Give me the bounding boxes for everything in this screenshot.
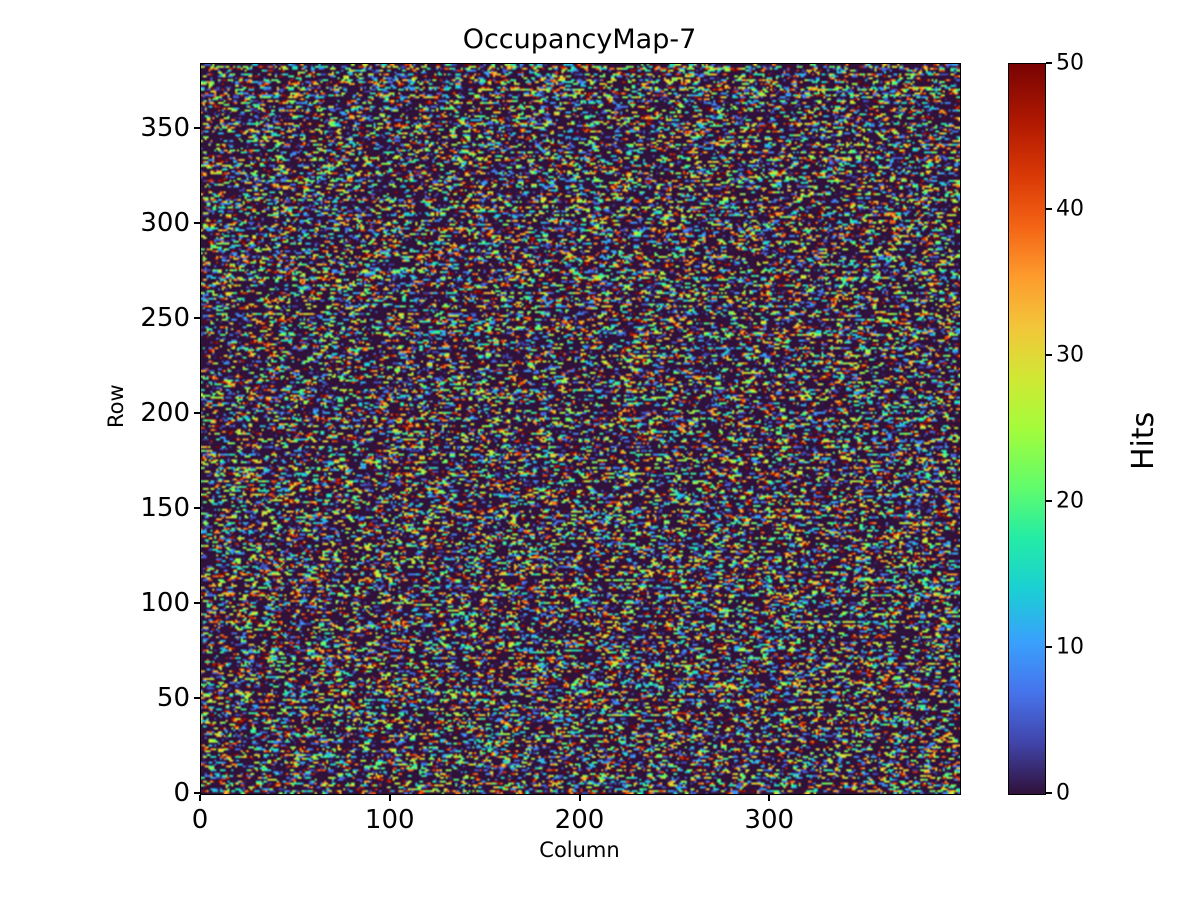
colorbar[interactable] [1008, 63, 1046, 795]
x-tick-mark [388, 795, 391, 801]
colorbar-tick-mark [1046, 646, 1052, 648]
y-tick-label: 150 [140, 492, 190, 523]
y-tick-label: 300 [140, 207, 190, 238]
x-axis-label: Column [539, 838, 620, 862]
heatmap-axes[interactable] [200, 63, 961, 795]
x-tick-label: 300 [744, 805, 795, 835]
x-tick-label: 200 [554, 805, 605, 835]
colorbar-tick-mark [1046, 792, 1052, 794]
colorbar-gradient [1009, 64, 1045, 794]
colorbar-tick-label: 40 [1056, 196, 1084, 222]
y-tick-label: 100 [140, 587, 190, 618]
y-tick-mark [194, 316, 200, 319]
x-tick-mark [768, 795, 771, 801]
heatmap-image[interactable] [201, 64, 960, 794]
x-tick-mark [199, 795, 201, 801]
x-tick-mark [578, 795, 581, 801]
colorbar-tick-label: 30 [1056, 342, 1084, 368]
x-tick-label: 0 [191, 805, 209, 835]
y-tick-mark [194, 221, 200, 224]
page-title: OccupancyMap-7 [462, 24, 697, 55]
y-tick-label: 250 [140, 302, 190, 333]
colorbar-tick-mark [1046, 500, 1052, 502]
y-tick-mark [194, 792, 200, 794]
y-tick-mark [194, 696, 200, 699]
colorbar-tick-label: 10 [1056, 634, 1084, 660]
y-tick-label: 200 [140, 397, 190, 428]
y-tick-mark [194, 126, 200, 129]
y-tick-mark [194, 411, 200, 414]
colorbar-label: Hits [1126, 411, 1161, 470]
colorbar-tick-label: 0 [1056, 780, 1070, 806]
colorbar-tick-mark [1046, 62, 1052, 64]
colorbar-tick-mark [1046, 208, 1052, 210]
y-axis-label: Row [104, 384, 128, 428]
y-tick-label: 0 [173, 778, 190, 808]
y-tick-label: 350 [140, 112, 190, 143]
colorbar-tick-mark [1046, 354, 1052, 356]
colorbar-tick-label: 50 [1056, 50, 1084, 76]
y-tick-label: 50 [156, 682, 190, 713]
colorbar-tick-label: 20 [1056, 488, 1084, 514]
y-tick-mark [194, 601, 200, 604]
x-tick-label: 100 [364, 805, 415, 835]
y-tick-mark [194, 506, 200, 509]
